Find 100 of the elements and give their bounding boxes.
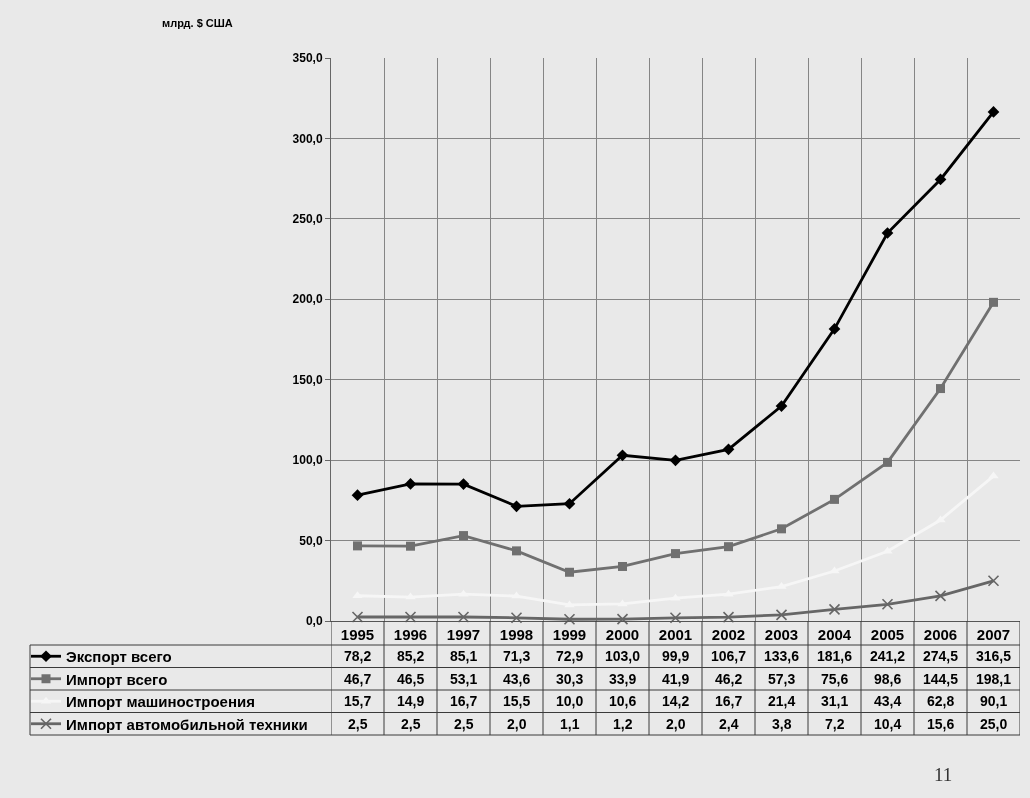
point [457, 611, 470, 623]
point [722, 443, 735, 456]
data-label: 57,3 [768, 671, 796, 687]
data-label: 16,7 [450, 693, 478, 709]
y-tick-label: 0,0 [305, 614, 323, 629]
data-label: 1,2 [613, 716, 633, 732]
point [510, 500, 523, 513]
data-label: 241,2 [870, 648, 906, 664]
data-label: 106,7 [711, 648, 747, 664]
point [934, 173, 947, 186]
data-label: 2,4 [719, 716, 739, 732]
legend-label: Импорт машиностроения [66, 693, 255, 711]
data-label: 3,8 [772, 716, 792, 732]
point [616, 449, 629, 462]
point [881, 598, 894, 611]
y-tick-label: 300,0 [292, 131, 323, 146]
point [565, 567, 574, 577]
y-tick-label: 250,0 [292, 212, 323, 227]
data-label: 181,6 [817, 648, 853, 664]
x-tick-label: 2005 [870, 626, 905, 643]
data-label: 43,4 [874, 693, 902, 709]
legend-label: Импорт автомобильной техники [66, 715, 308, 733]
data-label: 62,8 [927, 693, 955, 709]
data-label: 15,6 [927, 716, 955, 732]
point [987, 574, 1000, 587]
x-tick-label: 2002 [711, 626, 746, 643]
data-label: 7,2 [825, 716, 845, 732]
x-tick-label: 1998 [499, 626, 534, 643]
point [722, 611, 735, 623]
point [989, 297, 998, 307]
point [669, 454, 682, 467]
point [775, 609, 788, 621]
point [457, 478, 470, 490]
data-label: 99,9 [662, 648, 690, 664]
point [828, 323, 841, 335]
data-label: 1,1 [560, 716, 580, 732]
x-tick-label: 2004 [817, 626, 852, 643]
point [510, 611, 523, 624]
point [351, 489, 364, 502]
data-label: 46,5 [397, 671, 425, 687]
y-tick-label: 150,0 [292, 372, 323, 387]
x-tick-label: 1999 [552, 626, 587, 643]
point [934, 590, 947, 602]
data-label: 33,9 [609, 671, 637, 687]
data-label: 2,5 [454, 716, 474, 732]
point [616, 613, 629, 625]
data-label: 46,2 [715, 671, 743, 687]
x-tick-label: 2003 [764, 626, 799, 643]
point [883, 457, 892, 467]
point [406, 541, 415, 551]
x-tick-label: 2007 [976, 626, 1011, 643]
data-label: 10,6 [609, 693, 637, 709]
point [669, 611, 682, 624]
data-label: 16,7 [715, 693, 743, 709]
data-label: 41,9 [662, 671, 690, 687]
point [563, 497, 576, 510]
data-label: 2,0 [507, 716, 527, 732]
data-label: 71,3 [503, 648, 531, 664]
point [353, 541, 362, 551]
data-label: 14,2 [662, 693, 690, 709]
data-label: 85,1 [450, 648, 478, 664]
data-label: 30,3 [556, 671, 584, 687]
point [724, 542, 733, 552]
y-tick-label: 200,0 [292, 292, 323, 307]
data-label: 31,1 [821, 693, 849, 709]
data-label: 78,2 [344, 648, 372, 664]
data-label: 10,4 [874, 716, 902, 732]
point [563, 613, 576, 626]
data-label: 98,6 [874, 671, 902, 687]
data-label: 14,9 [397, 693, 425, 709]
y-tick-label: 50,0 [299, 533, 323, 548]
text: 11 [934, 764, 953, 785]
point [777, 524, 786, 534]
data-label: 85,2 [397, 648, 425, 664]
x-tick-label: 1995 [340, 626, 375, 643]
data-label: 133,6 [764, 648, 800, 664]
data-label: 2,5 [348, 716, 368, 732]
point [404, 611, 417, 623]
data-label: 144,5 [923, 671, 959, 687]
point [671, 549, 680, 559]
x-tick-label: 1996 [393, 626, 428, 643]
point [351, 611, 364, 623]
legend-label: Экспорт всего [66, 648, 172, 666]
data-label: 75,6 [821, 671, 849, 687]
data-label: 90,1 [980, 693, 1008, 709]
data-label: 72,9 [556, 648, 584, 664]
data-label: 198,1 [976, 671, 1012, 687]
y-tick-label: 350,0 [292, 51, 323, 66]
point [775, 400, 788, 412]
point [987, 106, 1000, 118]
data-label: 15,5 [503, 693, 531, 709]
data-label: 316,5 [976, 648, 1012, 664]
x-tick-label: 2001 [658, 626, 693, 643]
data-label: 103,0 [605, 648, 641, 664]
y-tick-label: 100,0 [292, 453, 323, 468]
text: млрд. $ США [162, 17, 233, 29]
data-label: 43,6 [503, 671, 531, 687]
data-label: 21,4 [768, 693, 796, 709]
x-tick-label: 1997 [446, 626, 481, 643]
data-label: 53,1 [450, 671, 478, 687]
